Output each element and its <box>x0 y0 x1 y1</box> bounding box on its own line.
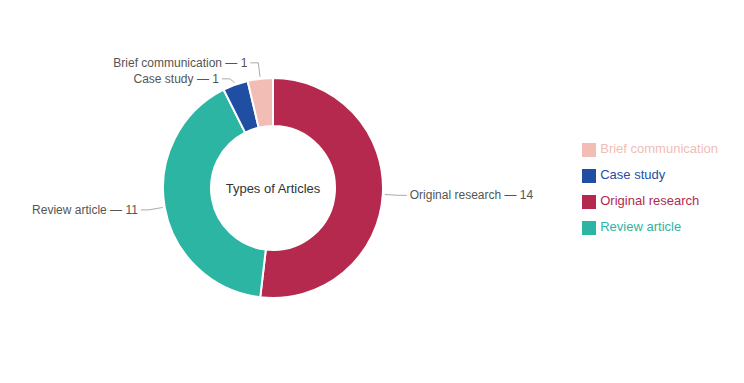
html-text:Case study: Case study <box>600 167 666 182</box>
html-text:Review article: Review article <box>600 219 682 234</box>
html-text:Brief communication: Brief communication <box>600 141 718 156</box>
svg-text:Types of Articles: Types of Articles <box>226 181 321 196</box>
svg-text:Original research — 14: Original research — 14 <box>410 188 534 202</box>
svg-text:Review article — 11: Review article — 11 <box>32 203 138 217</box>
svg-text:Case study — 1: Case study — 1 <box>134 72 220 86</box>
html-text:Original research: Original research <box>600 193 700 208</box>
svg-text:Brief communication — 1: Brief communication — 1 <box>113 56 247 70</box>
